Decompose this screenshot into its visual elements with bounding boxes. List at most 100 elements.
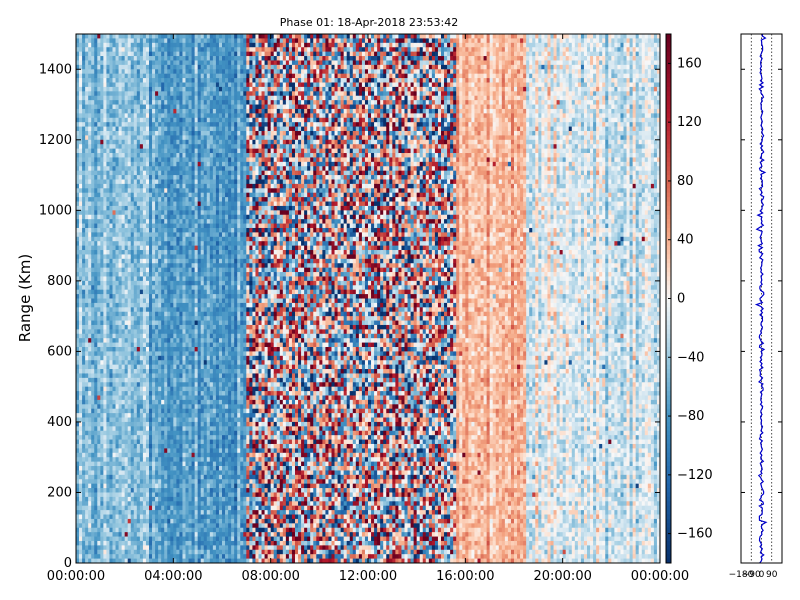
heatmap-cell (82, 161, 86, 167)
heatmap-cell (197, 435, 202, 440)
heatmap-cell (127, 139, 132, 145)
heatmap-cell (161, 488, 165, 493)
heatmap-cell (79, 307, 83, 313)
heatmap-cell (182, 514, 186, 520)
heatmap-cell (76, 272, 80, 277)
heatmap-cell (109, 369, 113, 374)
heatmap-cell (103, 483, 107, 489)
heatmap-cell (164, 360, 168, 366)
heatmap-cell (200, 183, 205, 189)
heatmap-cell (167, 227, 171, 233)
heatmap-cell (79, 108, 83, 114)
heatmap-cell (145, 294, 150, 299)
heatmap-cell (170, 448, 174, 454)
heatmap-cell (97, 192, 101, 198)
heatmap-cell (149, 320, 153, 326)
heatmap-cell (164, 64, 168, 70)
heatmap-cell (127, 532, 132, 537)
heatmap-cell (127, 554, 132, 559)
heatmap-cell (97, 223, 101, 229)
heatmap-cell (170, 302, 174, 308)
heatmap-cell (188, 408, 192, 414)
heatmap-cell (130, 545, 135, 551)
heatmap-cell (197, 122, 202, 127)
heatmap-cell (149, 166, 153, 172)
heatmap-cell (124, 135, 129, 141)
heatmap-cell (127, 148, 132, 154)
heatmap-cell (142, 329, 147, 335)
heatmap-cell (176, 443, 180, 449)
heatmap-cell (85, 435, 89, 440)
heatmap-cell (173, 417, 177, 423)
heatmap-cell (106, 69, 110, 75)
heatmap-cell (179, 443, 183, 449)
heatmap-cell (127, 536, 132, 542)
heatmap-cell (149, 113, 153, 119)
heatmap-cell (85, 355, 89, 361)
heatmap-cell (91, 135, 95, 141)
heatmap-cell (124, 501, 129, 507)
heatmap-cell (188, 311, 192, 317)
heatmap-cell (170, 280, 174, 286)
heatmap-cell (127, 170, 132, 176)
heatmap-cell (197, 395, 202, 401)
heatmap-cell (139, 355, 144, 361)
heatmap-cell (130, 457, 135, 463)
heatmap-cell (127, 69, 132, 75)
heatmap-cell (115, 201, 119, 207)
heatmap-cell (145, 78, 150, 83)
heatmap-cell (127, 258, 132, 264)
heatmap-cell (79, 501, 83, 507)
heatmap-cell (164, 95, 168, 101)
heatmap-cell (145, 307, 150, 313)
heatmap-cell (152, 175, 156, 180)
heatmap-cell (136, 426, 141, 432)
heatmap-cell (76, 192, 80, 198)
heatmap-cell (109, 56, 113, 61)
heatmap-cell (133, 69, 138, 75)
heatmap-cell (130, 492, 135, 498)
heatmap-cell (145, 333, 150, 339)
heatmap-cell (145, 369, 150, 374)
heatmap-cell (185, 241, 189, 246)
heatmap-cell (85, 175, 89, 180)
heatmap-cell (103, 377, 107, 383)
heatmap-cell (88, 399, 92, 405)
heatmap-cell (145, 505, 150, 511)
heatmap-cell (176, 113, 180, 119)
heatmap-cell (121, 399, 126, 405)
heatmap-cell (161, 536, 165, 542)
heatmap-cell (82, 294, 86, 299)
heatmap-cell (164, 457, 168, 463)
heatmap-cell (118, 470, 123, 476)
heatmap-cell (139, 64, 144, 70)
heatmap-cell (145, 302, 150, 308)
heatmap-cell (149, 435, 153, 440)
heatmap-cell (136, 413, 141, 418)
heatmap-cell (82, 245, 86, 251)
heatmap-cell (115, 523, 119, 529)
heatmap-cell (182, 470, 186, 476)
heatmap-cell (85, 267, 89, 273)
heatmap-cell (149, 430, 153, 436)
heatmap-cell (139, 351, 144, 357)
heatmap-cell (97, 232, 101, 238)
heatmap-cell (145, 126, 150, 132)
heatmap-cell (194, 324, 199, 330)
heatmap-cell (149, 170, 153, 176)
heatmap-cell (139, 289, 144, 295)
heatmap-cell (155, 285, 159, 291)
heatmap-cell (139, 488, 144, 493)
heatmap-cell (139, 201, 144, 207)
heatmap-cell (139, 457, 144, 463)
heatmap-cell (121, 417, 126, 423)
heatmap-cell (112, 223, 116, 229)
heatmap-cell (121, 183, 126, 189)
heatmap-cell (158, 479, 162, 485)
heatmap-cell (170, 135, 174, 141)
heatmap-cell (158, 175, 162, 180)
heatmap-cell (130, 307, 135, 313)
heatmap-cell (142, 258, 147, 264)
heatmap-cell (158, 117, 162, 123)
heatmap-cell (164, 549, 168, 555)
